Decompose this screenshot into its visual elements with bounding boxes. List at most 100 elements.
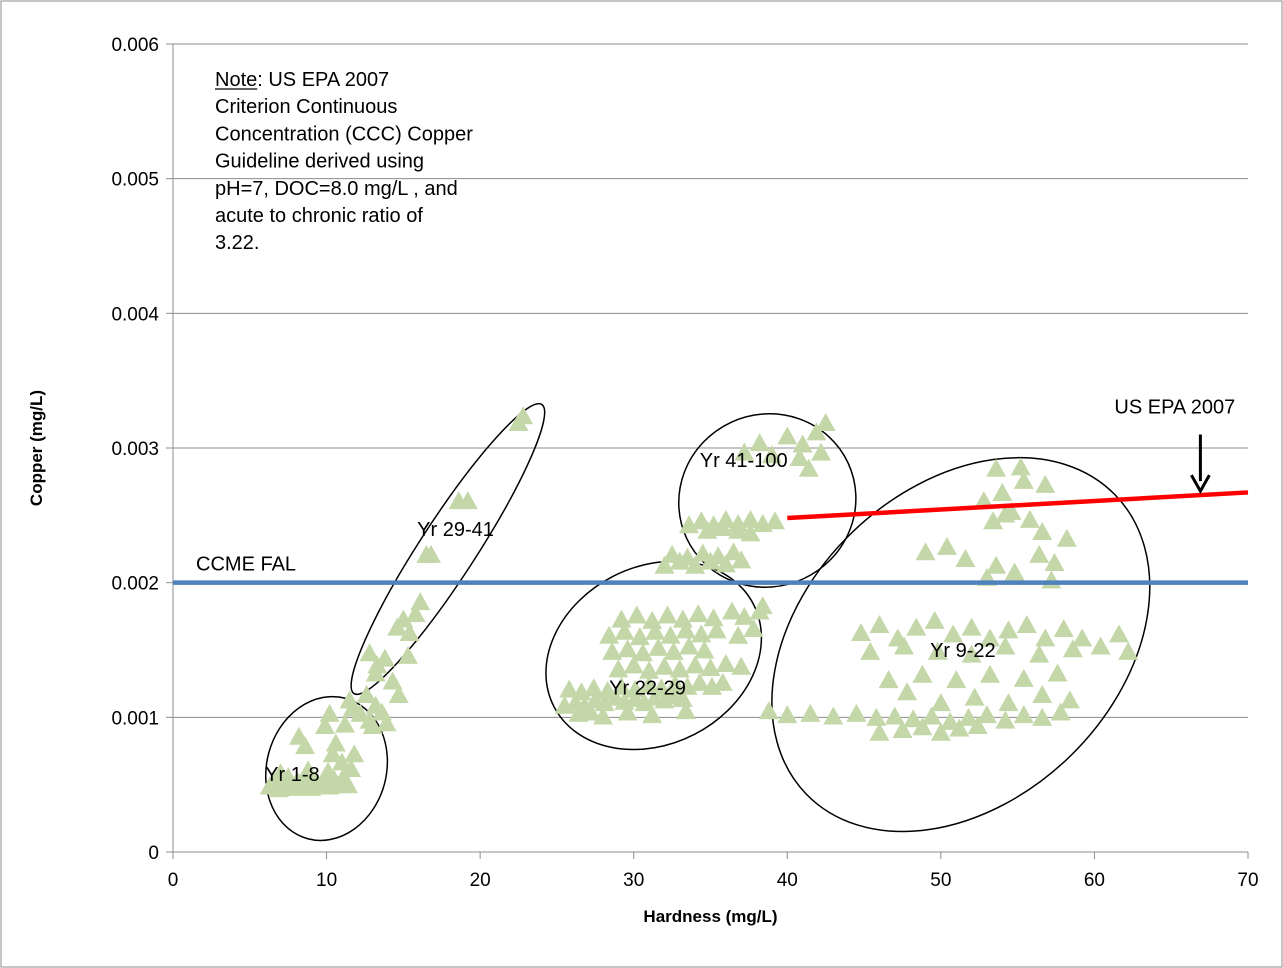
reference-lines: [173, 490, 1249, 585]
data-point: [663, 641, 684, 660]
data-point: [706, 620, 727, 639]
data-point: [892, 720, 913, 738]
data-point: [983, 511, 1004, 530]
data-point: [708, 546, 729, 565]
data-point: [1004, 562, 1025, 581]
data-points: [259, 406, 1139, 798]
data-point: [639, 675, 660, 694]
data-point: [356, 684, 377, 703]
note-line: Guideline derived using: [215, 151, 424, 173]
x-tick-label: 30: [623, 870, 644, 891]
note-line: Concentration (CCC) Copper: [215, 123, 473, 145]
data-point: [634, 693, 655, 712]
data-point: [884, 706, 905, 725]
note-line: pH=7, DOC=8.0 mg/L , and: [215, 178, 458, 200]
data-point: [399, 623, 420, 642]
data-point: [614, 621, 635, 640]
y-tick-label: 0.006: [111, 35, 159, 56]
data-point: [513, 406, 534, 425]
data-point: [740, 509, 761, 528]
data-point: [1032, 707, 1053, 726]
data-point: [1013, 470, 1034, 489]
data-point: [811, 442, 832, 461]
data-point: [869, 614, 890, 633]
data-point: [1016, 614, 1037, 633]
data-point: [583, 678, 604, 697]
data-point: [602, 641, 623, 660]
data-point: [940, 711, 961, 730]
data-point: [846, 703, 867, 722]
data-point: [662, 544, 683, 563]
data-point: [648, 637, 669, 656]
data-point: [703, 608, 724, 627]
group-ellipse: [350, 402, 546, 696]
data-point: [315, 715, 336, 734]
data-point: [921, 706, 942, 725]
data-point: [665, 674, 686, 693]
group-label: Yr 29-41: [417, 519, 494, 541]
data-point: [645, 621, 666, 640]
axes: 0 0.001 0.002 0.003 0.004 0.005 0.006 0 10 20 30 40…: [27, 35, 1259, 926]
data-point: [777, 426, 798, 445]
data-point: [1035, 628, 1056, 647]
data-point: [866, 707, 887, 726]
data-point: [397, 645, 418, 664]
data-point: [672, 609, 693, 628]
data-point: [335, 714, 355, 733]
data-point: [593, 706, 613, 725]
data-point: [344, 744, 365, 763]
data-point: [688, 604, 709, 623]
data-point: [955, 548, 976, 567]
data-point: [318, 761, 339, 780]
data-point: [1109, 624, 1129, 643]
data-point: [761, 445, 782, 464]
y-tick-label: 0.001: [111, 708, 159, 729]
data-point: [906, 617, 927, 636]
data-point: [937, 536, 957, 555]
data-point: [626, 605, 647, 624]
data-point: [654, 555, 675, 574]
note-line: acute to chronic ratio of: [215, 205, 423, 227]
note-annotation: Note: US EPA 2007 Criterion Continuous Con…: [215, 69, 473, 254]
data-point: [800, 703, 821, 722]
data-point: [869, 722, 890, 741]
data-point: [998, 620, 1019, 639]
data-point: [924, 610, 945, 629]
data-point: [1010, 457, 1031, 476]
data-point: [669, 659, 690, 678]
data-point: [930, 693, 951, 712]
note-line: : US EPA 2007: [257, 69, 389, 91]
y-tick-label: 0: [148, 843, 159, 864]
data-point: [1032, 522, 1053, 541]
data-point: [1035, 474, 1056, 493]
data-point: [967, 715, 988, 734]
data-point: [712, 518, 733, 536]
data-point: [623, 655, 644, 674]
annotation-labels: Yr 1-8 Yr 29-41 Yr 41-100 Yr 22-29 Yr 9-22 CC…: [196, 396, 1235, 786]
x-tick-label: 0: [168, 870, 179, 891]
data-point: [1029, 544, 1050, 563]
data-point: [878, 670, 899, 689]
data-point: [388, 684, 409, 703]
data-point: [815, 412, 836, 431]
data-point: [660, 625, 681, 644]
data-point: [986, 555, 1007, 574]
data-point: [1090, 636, 1111, 655]
x-tick-label: 50: [930, 870, 951, 891]
data-point: [758, 701, 779, 720]
data-point: [734, 442, 755, 461]
y-tick-label: 0.005: [111, 170, 159, 191]
data-point: [639, 660, 660, 679]
data-point: [1029, 644, 1050, 663]
data-point: [341, 759, 362, 778]
data-point: [642, 610, 663, 629]
data-point: [1062, 639, 1083, 658]
data-point: [692, 543, 713, 562]
data-point: [1019, 509, 1040, 528]
y-tick-label: 0.003: [111, 439, 159, 460]
data-point: [322, 744, 343, 763]
data-point: [677, 547, 698, 566]
data-point: [580, 702, 601, 721]
